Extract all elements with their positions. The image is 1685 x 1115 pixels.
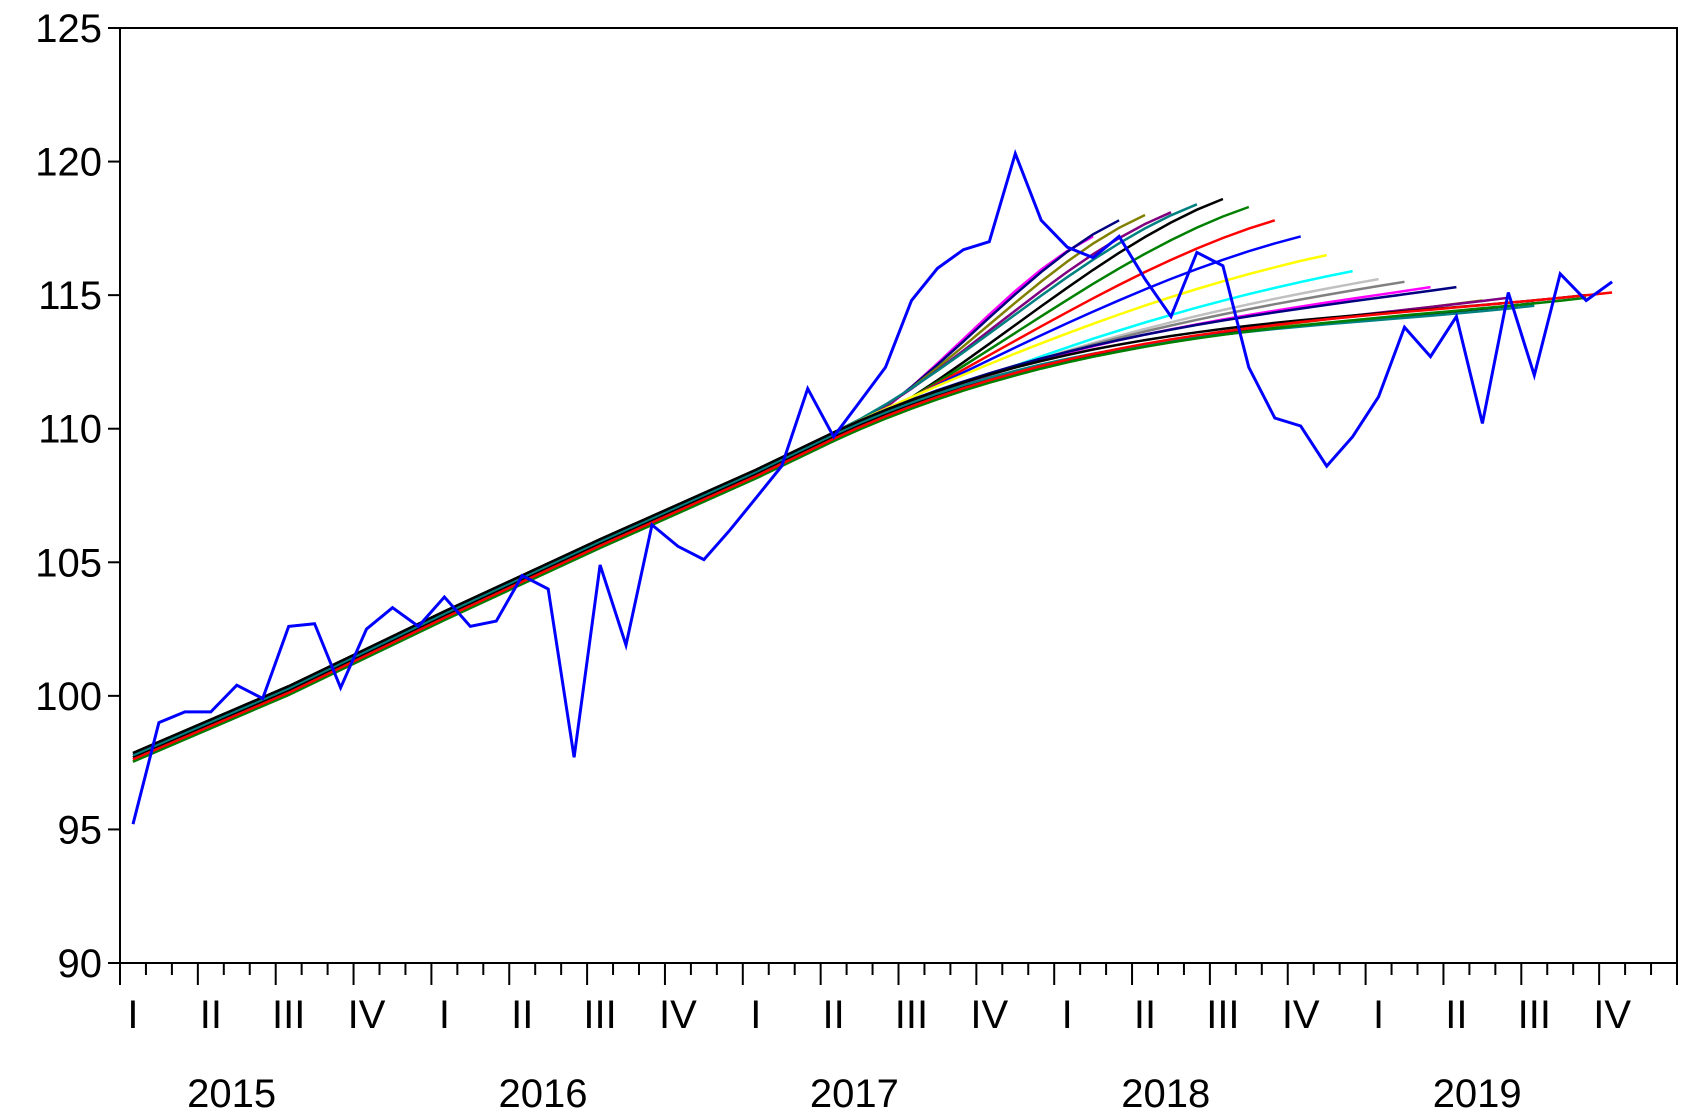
x-quarter-label: I [750,993,761,1037]
forecast-series-line [132,277,1379,761]
forecast-series-line [132,304,1535,757]
x-year-label: 2018 [1121,1072,1210,1115]
x-year-label: 2019 [1433,1072,1522,1115]
x-quarter-label: I [1062,993,1073,1037]
forecast-series-line [132,235,1094,763]
x-quarter-label: IV [1282,993,1320,1037]
x-quarter-label: III [583,993,616,1037]
x-quarter-label: IV [659,993,697,1037]
x-quarter-label: IV [1593,993,1631,1037]
x-quarter-label: III [1206,993,1239,1037]
forecast-series-line [132,213,1146,759]
x-quarter-label: I [127,993,138,1037]
forecast-series-line [132,285,1457,755]
y-tick-label: 100 [35,675,102,719]
y-axis: 90 95 100 105 110 115 120 125 [35,7,120,986]
y-tick-label: 105 [35,541,102,585]
plot-frame [119,27,1678,964]
x-quarter-label: II [1445,993,1467,1037]
forecast-series-line [132,301,1535,759]
forecast-series-line [132,219,1276,759]
forecast-series-line [132,293,1587,755]
x-year-label: 2016 [498,1072,587,1115]
forecast-series-line [132,280,1405,759]
forecast-series-line [132,299,1483,763]
x-quarter-label: III [1518,993,1551,1037]
y-tick-label: 110 [38,408,102,452]
x-quarter-label: III [272,993,305,1037]
x-quarter-label: II [823,993,845,1037]
y-tick-label: 90 [58,942,103,986]
forecast-series-line [132,205,1250,761]
forecast-series-line [132,203,1198,755]
x-year-label: 2017 [810,1072,899,1115]
x-quarter-label: II [1134,993,1156,1037]
series-layer [131,148,1613,825]
x-axis: I II III IV I II III IV I II III IV I II III IV I II III IV… [119,963,1678,1115]
x-quarter-label: IV [970,993,1008,1037]
y-tick-label: 125 [35,7,102,51]
y-tick-label: 115 [38,274,102,318]
x-quarter-label: I [439,993,450,1037]
x-year-label: 2015 [187,1072,276,1115]
forecast-series-line [132,219,1120,761]
x-quarter-label: II [200,993,222,1037]
x-quarter-label: III [895,993,928,1037]
x-quarter-label: IV [348,993,386,1037]
forecast-series-line [132,296,1587,763]
forecast-series-line [132,296,1509,761]
x-quarter-label: II [511,993,533,1037]
y-tick-label: 95 [58,808,103,852]
forecast-series-line [132,291,1613,761]
actual-series-line [131,148,1613,825]
forecast-series-line [132,285,1431,757]
y-tick-label: 120 [35,141,102,185]
x-quarter-label: I [1373,993,1384,1037]
